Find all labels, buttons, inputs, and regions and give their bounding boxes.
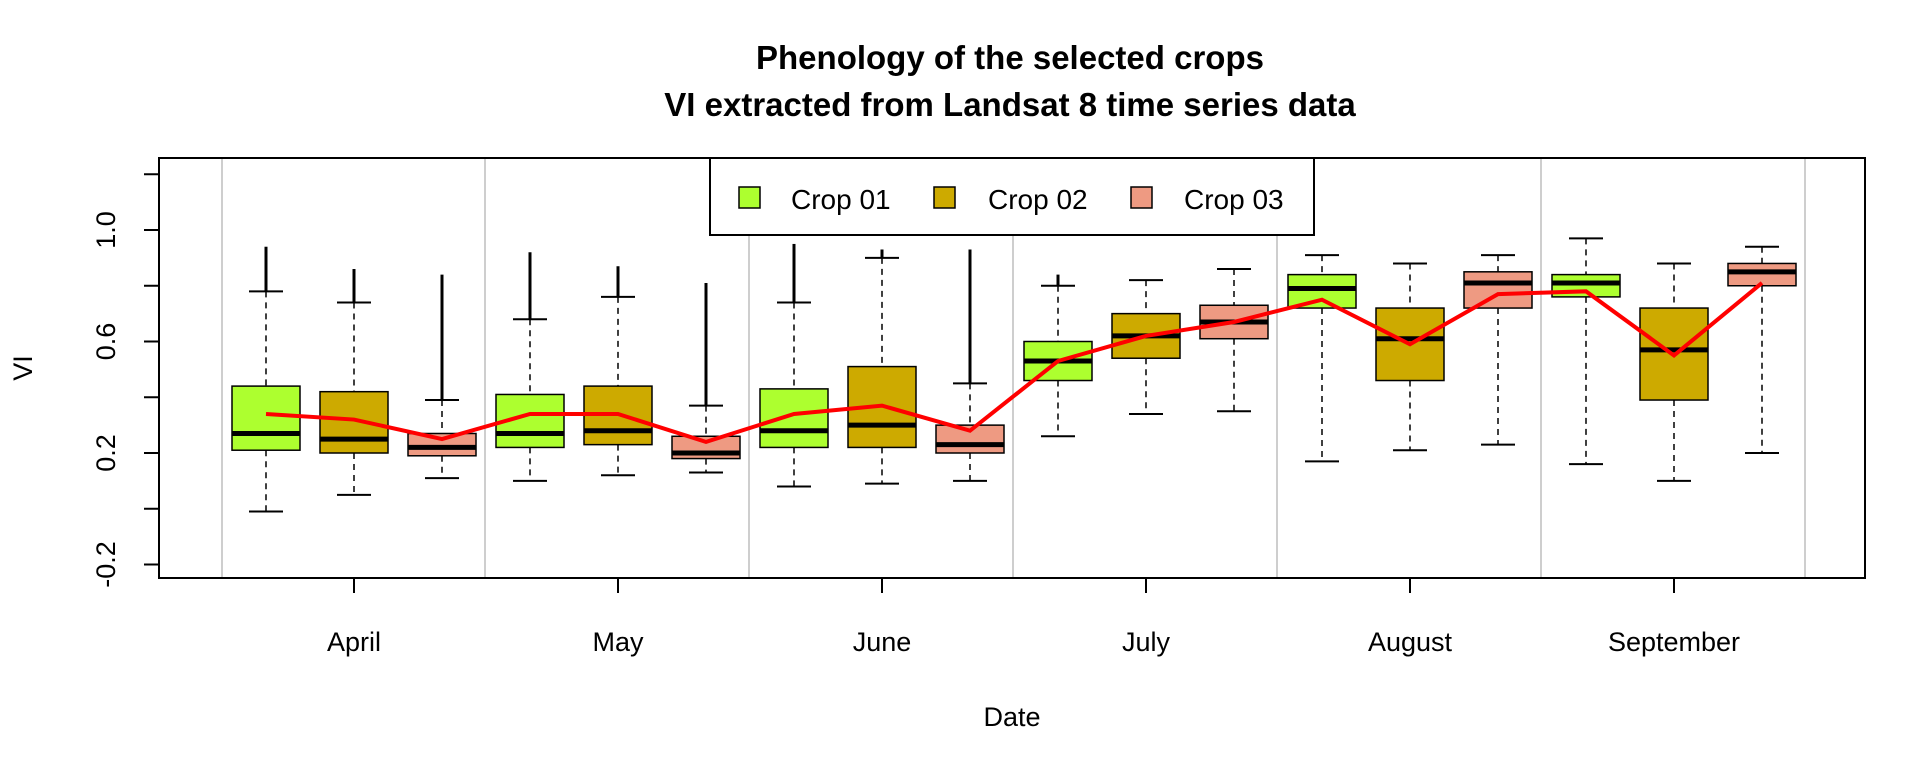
legend-swatch-crop-02 bbox=[933, 186, 956, 209]
box-crop-02-september bbox=[1639, 262, 1709, 482]
legend-swatch-crop-03 bbox=[1130, 186, 1153, 209]
box-crop-01-august bbox=[1287, 254, 1357, 463]
legend-label-crop-03: Crop 03 bbox=[1184, 184, 1284, 215]
box-crop-01-may bbox=[495, 252, 565, 482]
legend-swatch-crop-01 bbox=[738, 186, 761, 209]
box-crop-01-june bbox=[759, 243, 829, 488]
x-axis-label: Date bbox=[983, 702, 1040, 732]
y-axis-label: VI bbox=[8, 355, 38, 381]
legend: Crop 01 Crop 02 Crop 03 bbox=[709, 157, 1315, 236]
box-crop-02-june bbox=[847, 249, 917, 485]
box-iqr bbox=[495, 393, 565, 449]
x-tick-label: May bbox=[592, 627, 644, 657]
box-crop-02-april bbox=[319, 269, 389, 496]
box-iqr bbox=[1727, 262, 1797, 287]
box-crop-03-may bbox=[671, 282, 741, 474]
box-iqr bbox=[759, 388, 829, 449]
box-crop-03-august bbox=[1463, 254, 1533, 446]
y-axis: -0.2 0.2 0.6 1.0 bbox=[91, 172, 160, 588]
y-tick-label: -0.2 bbox=[91, 541, 121, 588]
mean-line bbox=[265, 281, 1764, 444]
x-axis: April May June July August September bbox=[327, 577, 1740, 657]
box-crop-03-july bbox=[1199, 268, 1269, 413]
y-tick-label: 0.2 bbox=[91, 434, 121, 472]
box-iqr bbox=[407, 432, 477, 457]
y-tick-label: 1.0 bbox=[91, 211, 121, 249]
box-crop-03-june bbox=[935, 249, 1005, 482]
box-crop-03-september bbox=[1727, 245, 1797, 454]
box-crop-02-august bbox=[1375, 262, 1445, 452]
x-tick-label: June bbox=[853, 627, 912, 657]
y-tick-label: 0.6 bbox=[91, 323, 121, 361]
box-crop-02-may bbox=[583, 266, 653, 477]
chart-title-line-1: Phenology of the selected crops bbox=[756, 39, 1264, 76]
box-crop-03-april bbox=[407, 274, 477, 480]
box-crop-01-september bbox=[1551, 237, 1621, 466]
legend-label-crop-01: Crop 01 bbox=[791, 184, 891, 215]
legend-box bbox=[709, 157, 1315, 236]
box-iqr bbox=[319, 390, 389, 454]
box-crop-02-july bbox=[1111, 279, 1181, 415]
chart-title-line-2: VI extracted from Landsat 8 time series … bbox=[664, 86, 1356, 123]
x-tick-label: September bbox=[1608, 627, 1740, 657]
box-iqr bbox=[231, 385, 301, 451]
x-tick-label: July bbox=[1122, 627, 1171, 657]
x-tick-label: August bbox=[1368, 627, 1453, 657]
legend-label-crop-02: Crop 02 bbox=[988, 184, 1088, 215]
box-crop-01-april bbox=[231, 246, 301, 513]
box-plots bbox=[231, 237, 1797, 513]
box-iqr bbox=[1463, 271, 1533, 309]
x-tick-label: April bbox=[327, 627, 381, 657]
box-iqr bbox=[1287, 273, 1357, 309]
